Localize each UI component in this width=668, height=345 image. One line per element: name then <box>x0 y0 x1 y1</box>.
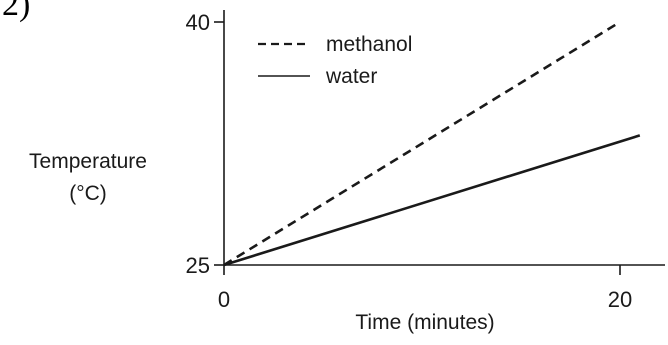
x-tick-label-20: 20 <box>608 287 632 312</box>
axes-group <box>223 10 665 266</box>
x-tick-label-0: 0 <box>218 287 230 312</box>
series-line-water <box>223 134 641 267</box>
legend: methanol water <box>258 33 412 88</box>
y-axis-label: Temperature (°C) <box>8 146 168 210</box>
question-number-label: 2) <box>2 0 31 23</box>
legend-label-methanol: methanol <box>326 33 412 56</box>
ticks-group: 25 40 0 20 <box>186 10 633 312</box>
y-axis-label-line2: (°C) <box>69 182 107 205</box>
series-line-methanol <box>223 20 621 267</box>
y-axis-label-line1: Temperature <box>29 150 147 173</box>
y-tick-label-40: 40 <box>186 10 210 35</box>
y-tick-label-25: 25 <box>186 253 210 278</box>
legend-label-water: water <box>325 65 377 88</box>
x-axis-label: Time (minutes) <box>355 311 495 334</box>
series-group <box>223 20 641 267</box>
